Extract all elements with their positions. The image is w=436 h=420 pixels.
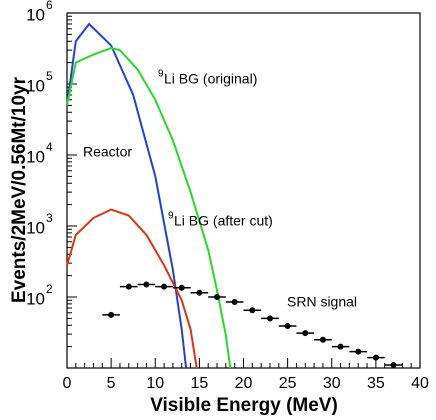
y-tick-exponent: 6 [46,0,53,12]
y-tick-exponent: 5 [46,69,53,83]
x-tick-label: 35 [367,375,385,392]
legend-label: SRN signal [287,294,357,310]
data-point [161,283,168,290]
data-point [108,311,115,318]
data-point [178,284,185,291]
data-point [125,283,132,290]
x-tick-label: 40 [411,375,429,392]
y-tick-label: 10 [26,76,45,95]
data-point [214,294,221,300]
y-tick-label: 10 [26,289,45,308]
data-point [249,307,256,314]
x-tick-label: 30 [323,375,341,392]
data-point [337,343,344,350]
legend-label-sup: 9 [168,211,174,222]
series-line [66,22,188,369]
series-line [66,208,198,369]
x-axis-title: Visible Energy (MeV) [150,395,338,416]
data-point [284,323,291,330]
x-tick-label: 20 [235,375,253,392]
y-tick-exponent: 4 [46,140,53,154]
data-point [196,289,203,296]
data-point [302,330,309,337]
y-tick-label: 10 [26,218,45,237]
x-tick-label: 25 [279,375,297,392]
legend-label: Li BG (after cut) [174,213,273,229]
y-tick-exponent: 2 [46,282,53,296]
data-point [143,281,150,288]
y-axis-title: Events/2MeV/0.56Mt/10yr [9,76,30,303]
legend-label-sup: 9 [158,69,164,80]
data-point [266,315,273,322]
legend-label: Li BG (original) [164,71,257,87]
y-tick-exponent: 3 [46,211,53,225]
x-tick-label: 15 [190,375,208,392]
x-tick-label: 0 [63,375,72,392]
y-tick-label: 10 [26,147,45,166]
legend-label: Reactor [83,144,132,160]
x-tick-label: 10 [146,375,164,392]
data-point [319,336,326,343]
data-point [390,362,397,369]
data-point [231,299,238,306]
x-tick-label: 5 [107,375,116,392]
data-point [372,354,379,361]
y-tick-label: 10 [26,5,45,24]
data-point [355,348,362,355]
series-line [66,47,232,369]
